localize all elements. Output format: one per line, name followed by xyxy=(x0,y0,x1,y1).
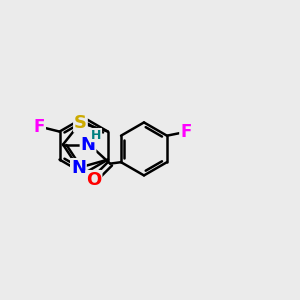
Text: O: O xyxy=(86,171,101,189)
Text: F: F xyxy=(180,123,191,141)
Text: S: S xyxy=(74,114,87,132)
Text: N: N xyxy=(71,159,86,177)
Text: H: H xyxy=(91,129,101,142)
Text: F: F xyxy=(34,118,45,136)
Text: N: N xyxy=(80,136,95,154)
